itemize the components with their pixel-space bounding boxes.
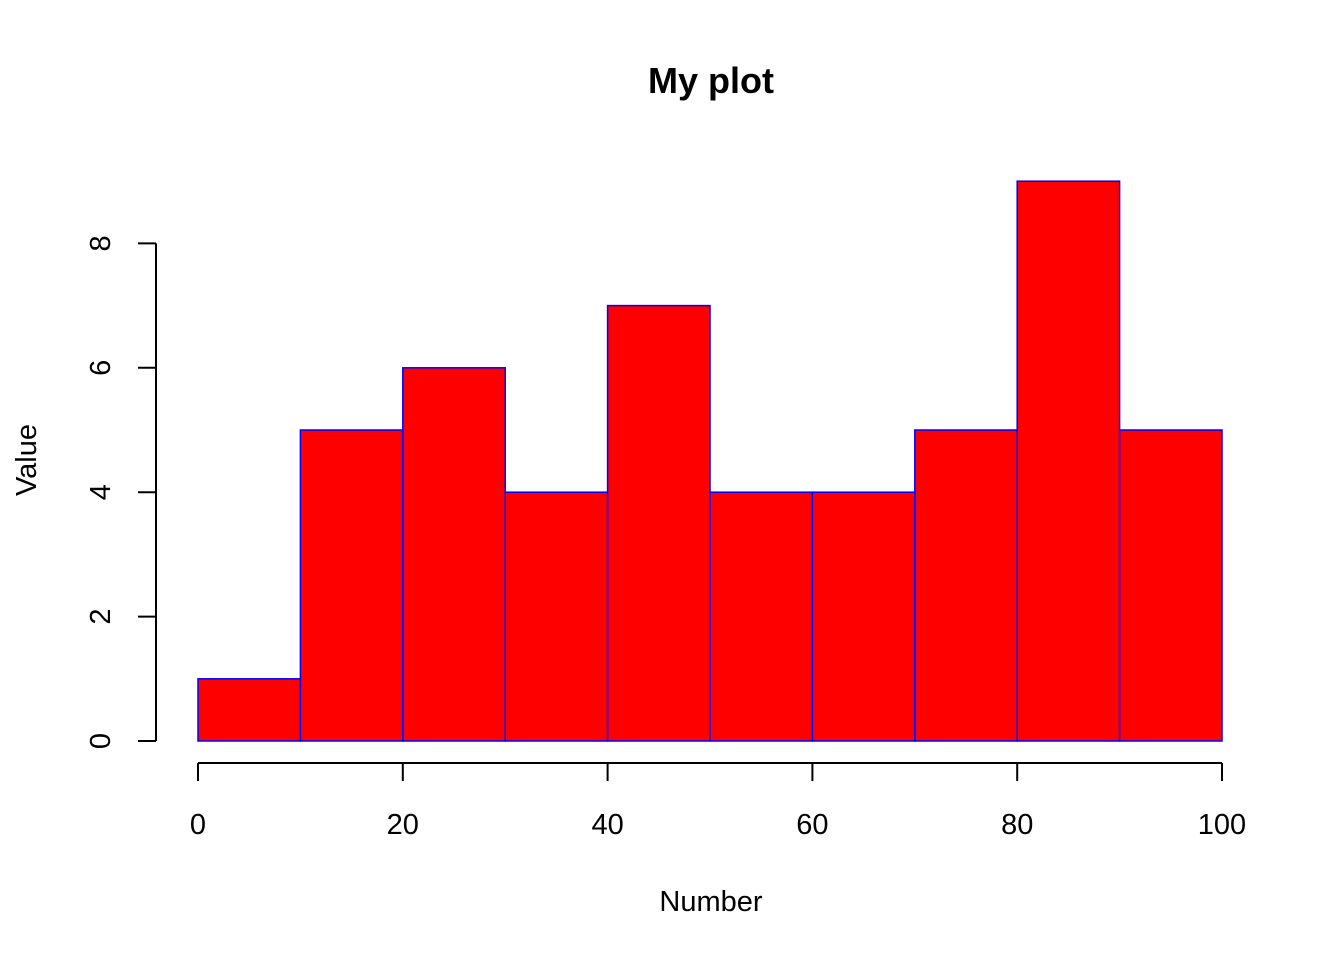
x-tick-label: 100 bbox=[1198, 809, 1246, 841]
y-tick-label: 2 bbox=[85, 609, 117, 625]
y-tick-label: 0 bbox=[85, 733, 117, 749]
x-axis-label: Number bbox=[659, 886, 762, 918]
histogram-bar bbox=[914, 429, 1018, 742]
histogram-bar bbox=[1118, 429, 1223, 742]
x-tick-label: 20 bbox=[387, 809, 419, 841]
y-axis: 0 2 4 6 8 bbox=[85, 235, 157, 749]
y-axis-label: Value bbox=[11, 424, 43, 496]
x-tick-label: 40 bbox=[591, 809, 623, 841]
x-tick-label: 80 bbox=[1001, 809, 1033, 841]
histogram-bar bbox=[402, 367, 506, 742]
histogram-bar bbox=[1016, 180, 1121, 742]
chart-title: My plot bbox=[648, 60, 774, 101]
x-tick-label: 60 bbox=[796, 809, 828, 841]
x-axis: 0 20 40 60 80 100 bbox=[190, 762, 1246, 841]
x-tick-label: 0 bbox=[190, 809, 206, 841]
y-tick-label: 4 bbox=[85, 484, 117, 500]
bars-group bbox=[197, 180, 1223, 742]
histogram-bar bbox=[504, 491, 609, 742]
y-tick-label: 8 bbox=[85, 235, 117, 251]
histogram-bar bbox=[197, 678, 302, 742]
histogram-bar bbox=[299, 429, 404, 742]
histogram-bar bbox=[709, 491, 814, 742]
y-tick-label: 6 bbox=[85, 360, 117, 376]
histogram-bar bbox=[606, 304, 711, 742]
histogram-bar bbox=[811, 491, 916, 742]
